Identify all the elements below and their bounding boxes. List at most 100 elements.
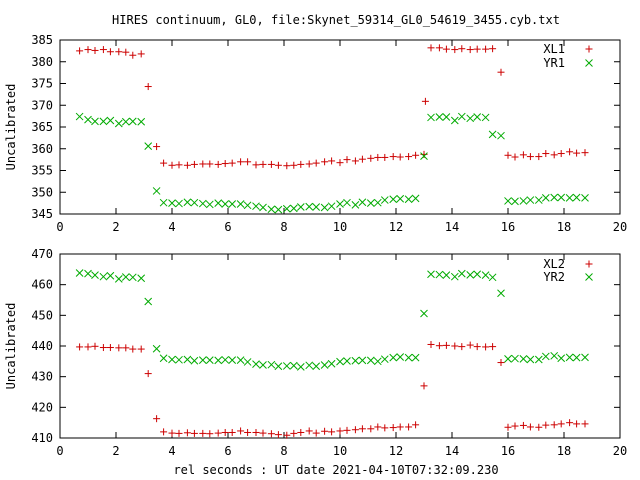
data-point	[535, 153, 543, 161]
data-point	[389, 153, 397, 161]
data-point	[511, 197, 519, 206]
x-tick-label: 18	[557, 444, 571, 458]
x-tick-label: 8	[280, 220, 287, 234]
data-point	[420, 152, 428, 160]
data-point	[153, 415, 161, 423]
y-tick-label: 430	[31, 370, 53, 384]
data-point	[137, 117, 146, 126]
data-point	[473, 270, 482, 279]
data-point	[168, 355, 176, 364]
data-point	[221, 355, 230, 364]
data-point	[267, 430, 275, 438]
data-point	[99, 272, 108, 281]
bottom-y-axis-label: Uncalibrated	[4, 303, 18, 390]
data-point	[274, 161, 282, 169]
data-point	[411, 194, 420, 203]
data-point	[497, 289, 505, 298]
data-point	[404, 353, 413, 362]
data-point	[358, 198, 367, 207]
data-point	[328, 428, 336, 436]
data-point	[321, 158, 329, 166]
data-point	[427, 270, 435, 279]
data-point	[534, 355, 543, 364]
x-tick-label: 14	[445, 220, 459, 234]
series-YR1	[75, 112, 589, 214]
data-point	[504, 423, 512, 431]
data-point	[305, 427, 313, 435]
data-point	[106, 48, 114, 56]
data-point	[481, 271, 490, 280]
data-point	[175, 161, 183, 169]
data-point	[190, 429, 198, 437]
y-tick-label: 440	[31, 339, 53, 353]
chart-title: HIRES continuum, GL0, file:Skynet_59314_…	[112, 13, 560, 27]
data-point	[435, 270, 444, 279]
data-point	[282, 362, 291, 370]
data-point	[458, 343, 466, 351]
data-point	[421, 97, 429, 105]
data-point	[321, 427, 329, 435]
data-point	[91, 117, 99, 126]
data-point	[581, 420, 589, 428]
data-point	[457, 269, 466, 278]
data-point	[497, 359, 505, 367]
data-point	[214, 199, 223, 207]
series-XL2	[76, 340, 589, 439]
data-point	[129, 345, 137, 353]
data-point	[519, 151, 527, 159]
data-point	[566, 419, 574, 427]
x-tick-label: 8	[280, 444, 287, 458]
data-point	[244, 158, 252, 166]
data-point	[442, 45, 450, 53]
x-tick-label: 18	[557, 220, 571, 234]
data-point	[183, 429, 191, 437]
data-point	[297, 428, 305, 436]
data-point	[373, 357, 382, 366]
data-point	[214, 160, 222, 168]
data-point	[380, 355, 389, 364]
data-point	[482, 45, 490, 53]
data-point	[358, 155, 366, 163]
data-point	[259, 361, 267, 369]
data-point	[519, 421, 527, 429]
data-point	[535, 423, 543, 431]
data-point	[289, 204, 298, 213]
data-point	[557, 193, 566, 202]
data-point	[550, 193, 559, 202]
x-tick-label: 2	[112, 220, 119, 234]
y-tick-label: 470	[31, 247, 53, 261]
data-point	[312, 429, 320, 437]
data-point	[519, 197, 528, 205]
data-point	[374, 423, 382, 431]
data-point	[511, 153, 519, 161]
data-point	[565, 194, 574, 202]
data-point	[420, 150, 428, 158]
data-point	[466, 270, 475, 279]
data-point	[221, 160, 229, 168]
x-tick-label: 20	[613, 220, 627, 234]
data-point	[274, 205, 283, 214]
data-point	[411, 353, 420, 362]
data-point	[389, 353, 398, 362]
data-point	[115, 48, 123, 56]
data-point	[152, 187, 161, 195]
data-point	[451, 342, 459, 350]
data-point	[396, 423, 404, 431]
data-point	[252, 360, 260, 368]
data-point	[168, 161, 176, 169]
data-point	[557, 150, 565, 158]
y-tick-label: 385	[31, 33, 53, 47]
data-point	[405, 153, 413, 161]
data-point	[435, 113, 444, 121]
data-point	[488, 130, 497, 139]
legend-marker	[585, 260, 593, 268]
data-point	[76, 47, 84, 55]
data-point	[221, 428, 229, 436]
x-axis-label: rel seconds : UT date 2021-04-10T07:32:0…	[173, 463, 498, 477]
data-point	[252, 428, 260, 436]
data-point	[526, 196, 535, 204]
data-point	[305, 160, 313, 168]
data-point	[305, 202, 314, 211]
data-point	[282, 204, 291, 213]
data-point	[122, 48, 130, 56]
